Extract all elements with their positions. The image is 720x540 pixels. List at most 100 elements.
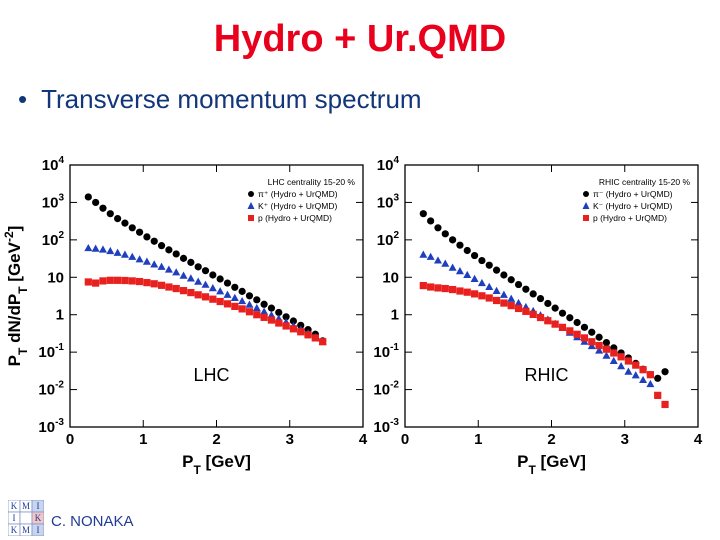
legend-label: π⁻ (Hydro + UrQMD) — [593, 189, 673, 199]
data-point — [114, 276, 122, 284]
data-point — [223, 279, 232, 287]
data-point — [470, 251, 479, 260]
data-point — [573, 318, 581, 327]
data-point — [588, 338, 596, 346]
data-point — [179, 254, 188, 262]
data-point — [441, 259, 450, 267]
y-tick-label: 102 — [377, 230, 400, 249]
data-point — [216, 287, 225, 295]
data-point — [507, 302, 515, 310]
data-point — [267, 304, 276, 312]
data-point — [566, 314, 574, 322]
y-tick-label: 10-3 — [38, 417, 64, 436]
data-point — [253, 296, 261, 304]
bullet-item: • Transverse momentum spectrum — [18, 84, 422, 115]
data-point — [297, 321, 305, 329]
data-point — [426, 252, 435, 260]
data-point — [595, 333, 603, 341]
data-point — [544, 317, 552, 325]
legend-title: LHC centrality 15-20 % — [268, 177, 356, 187]
data-point — [91, 244, 100, 252]
data-point — [639, 366, 647, 374]
data-point — [289, 325, 298, 333]
data-point — [150, 237, 158, 245]
data-point — [595, 341, 603, 350]
x-tick-label: 2 — [212, 431, 220, 448]
data-point — [311, 334, 319, 342]
bullet-marker: • — [18, 84, 28, 114]
x-axis-label: PT [GeV] — [182, 452, 251, 477]
legend-marker — [248, 191, 254, 197]
data-point — [449, 236, 457, 244]
legend-title: RHIC centrality 15-20 % — [599, 177, 691, 187]
y-axis-label: PT dN/dPT [GeV-2] — [2, 226, 30, 367]
data-point — [267, 311, 276, 319]
data-point — [319, 338, 327, 346]
svg-text:I: I — [37, 501, 40, 511]
x-axis-label: PT [GeV] — [517, 452, 586, 477]
data-point — [632, 361, 640, 369]
data-point — [566, 327, 574, 335]
svg-text:I: I — [37, 525, 40, 535]
data-point — [434, 224, 442, 232]
data-point — [448, 263, 457, 271]
data-point — [157, 262, 166, 270]
data-point — [194, 263, 202, 271]
data-point — [470, 274, 479, 282]
data-point — [157, 281, 166, 289]
data-point — [441, 284, 449, 293]
data-point — [106, 246, 115, 255]
x-tick-label: 3 — [286, 431, 294, 448]
data-point — [201, 267, 210, 275]
data-point — [449, 285, 457, 294]
chart-panel-2: 10-3 10-2 10-1 1 10 102 103 104 0 1 2 3 4 PT [GeV] RHI… — [373, 155, 702, 477]
data-point — [580, 334, 589, 342]
data-point — [492, 286, 501, 295]
data-point — [106, 210, 114, 218]
data-point — [157, 242, 166, 250]
x-tick-label: 0 — [66, 431, 74, 448]
data-point — [84, 193, 92, 201]
data-point — [92, 279, 100, 287]
data-point — [245, 308, 254, 316]
data-point — [121, 276, 129, 285]
data-point — [186, 274, 195, 282]
data-point — [150, 260, 159, 268]
data-point — [485, 261, 493, 269]
data-point — [654, 391, 662, 399]
data-point — [128, 224, 136, 232]
data-point — [128, 252, 137, 260]
y-tick-label: 104 — [42, 155, 65, 174]
x-tick-label: 4 — [694, 431, 703, 448]
data-point — [143, 233, 151, 241]
data-point — [522, 285, 530, 293]
data-point — [121, 219, 129, 227]
data-point — [544, 299, 552, 308]
data-point — [114, 214, 122, 223]
y-tick-label: 1 — [391, 307, 399, 324]
data-point — [551, 304, 559, 312]
data-point — [419, 250, 428, 258]
y-tick-label: 10-2 — [373, 380, 399, 399]
data-point — [260, 300, 268, 308]
data-point — [522, 307, 530, 315]
data-point — [231, 283, 239, 291]
data-point — [558, 309, 567, 317]
data-point — [164, 265, 173, 273]
x-tick-label: 1 — [139, 431, 147, 448]
y-tick-label: 104 — [377, 155, 400, 174]
data-point — [514, 280, 523, 289]
bullet-text: Transverse momentum spectrum — [41, 84, 422, 114]
data-point — [135, 228, 144, 236]
data-point — [536, 294, 545, 303]
data-point — [84, 278, 92, 286]
data-point — [588, 328, 596, 336]
data-point — [500, 299, 508, 307]
data-point — [216, 275, 224, 283]
legend-marker — [248, 215, 254, 221]
data-point — [253, 311, 261, 319]
data-point — [456, 241, 464, 249]
data-point — [610, 349, 618, 357]
